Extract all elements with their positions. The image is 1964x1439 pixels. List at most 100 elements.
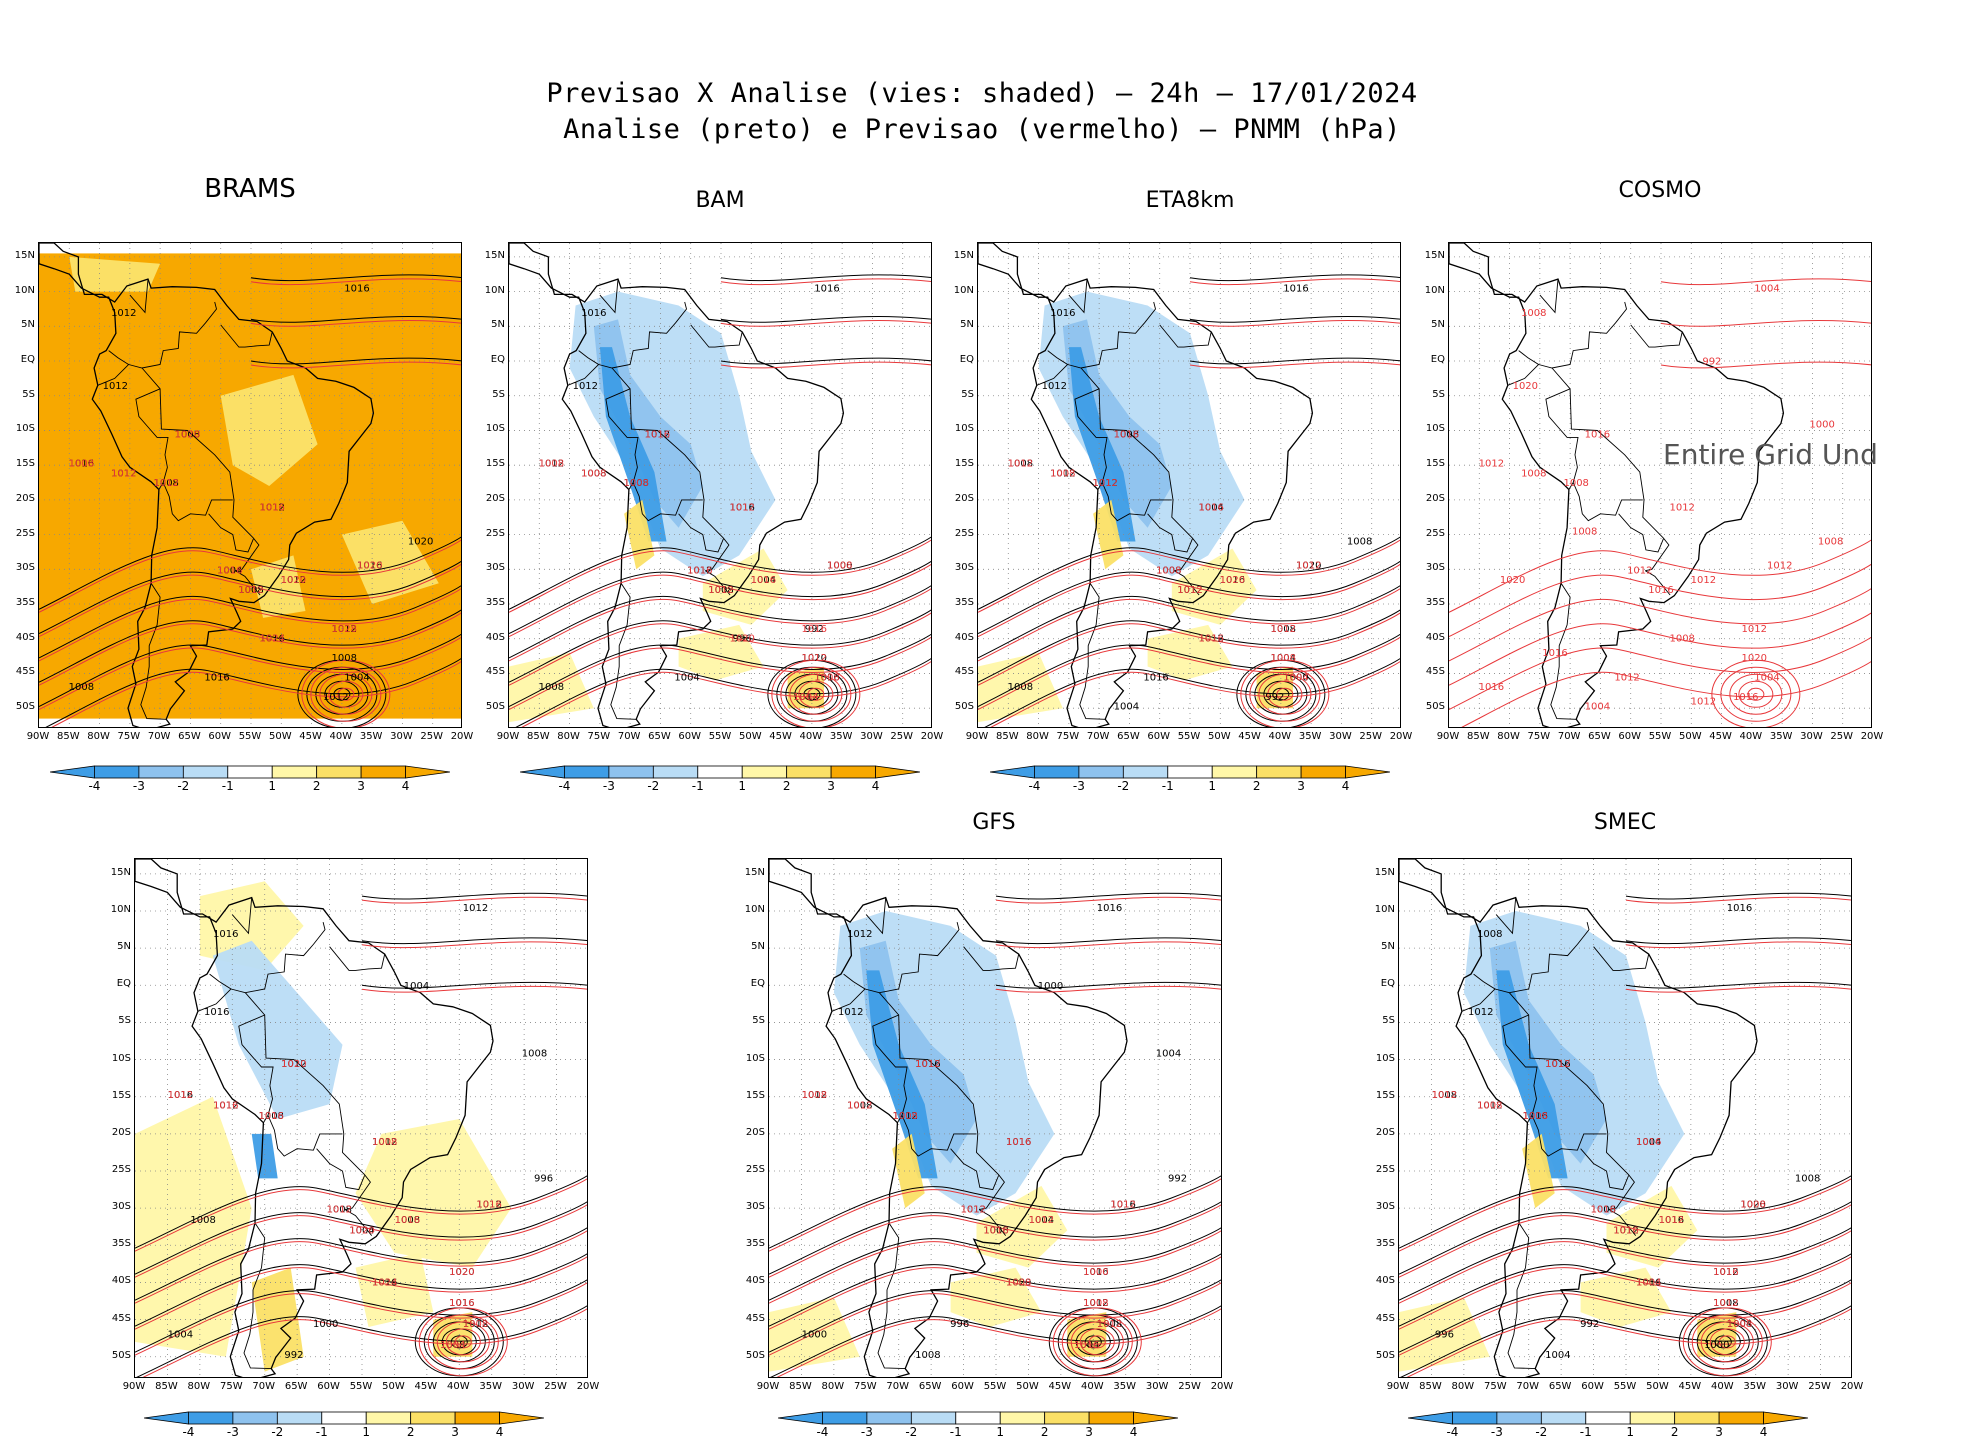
map-frame: 1016 1016 1012 1012 1008 1008 1012 1016 1012 1008… [508, 242, 932, 728]
black-isobar [978, 560, 1400, 635]
country-border [220, 324, 273, 348]
isobar-label: 1016 [1083, 1267, 1108, 1278]
red-isobar [978, 539, 1400, 613]
country-border [878, 992, 1005, 1211]
isobar-label: 1012 [332, 624, 357, 635]
colorbar-arrow-left [989, 765, 1035, 779]
isobar-label: 1008 [1740, 1199, 1765, 1210]
colorbar-segment [232, 1411, 278, 1425]
isobar-label: 1012 [1008, 459, 1033, 470]
colorbar-tick-label: 2 [1670, 1425, 1679, 1439]
red-isobar [1660, 278, 1871, 286]
isobar-label: 1004 [1114, 702, 1139, 713]
isobar-label: 1016 [1006, 1137, 1031, 1148]
lat-tick-label: 5S [492, 388, 505, 400]
black-isobar [135, 1227, 587, 1301]
black-isobar-low [803, 687, 821, 701]
red-isobar [250, 278, 461, 286]
lat-tick-label: 35S [1375, 1238, 1395, 1250]
colorbar-tick-label: -3 [602, 779, 615, 793]
bias-blob [1062, 319, 1172, 528]
isobar-label: 1000 [1083, 1267, 1108, 1278]
lon-tick-label: 75W [587, 731, 611, 742]
lat-tick-label: 25S [15, 527, 35, 539]
lon-tick-label: 30W [1775, 1381, 1799, 1392]
lon-tick-label: 20W [920, 731, 944, 742]
isobar-label: 1012 [259, 502, 284, 513]
isobar-label: 1016 [1648, 585, 1673, 596]
red-isobar [1660, 319, 1871, 327]
lat-tick-label: 5N [960, 319, 974, 331]
colorbar-tick-label: -1 [949, 1425, 962, 1439]
lat-tick-label: 45S [485, 666, 505, 678]
red-isobar [51, 661, 461, 727]
colorbar-svg [519, 765, 921, 779]
colorbar-tick-label: 1 [1626, 1425, 1635, 1439]
continent-outline [769, 859, 1128, 1377]
black-isobar [720, 357, 931, 365]
lon-tick-label: 50W [1678, 731, 1702, 742]
isobar-label: 1012 [687, 565, 712, 576]
lat-tick-label: 15S [745, 1089, 765, 1101]
lon-tick-label: 25W [1178, 1381, 1201, 1392]
isobar-label: 1008 [1008, 459, 1033, 470]
red-isobar [39, 563, 461, 638]
lat-tick-label: 45S [111, 1312, 131, 1324]
red-isobar-low [1738, 680, 1774, 708]
isobar-label: 1016 [1198, 634, 1223, 645]
isobar-label: 1012 [838, 1007, 863, 1018]
lat-tick-label: 10S [15, 423, 35, 435]
black-isobar [1625, 981, 1851, 989]
colorbar-segment [360, 765, 406, 779]
isobar-label: 1004 [168, 1329, 193, 1340]
lon-tick-label: 75W [219, 1381, 243, 1392]
colorbar-tick-label: 4 [1129, 1425, 1138, 1439]
isobar-label: 1016 [915, 1059, 940, 1070]
isobar-label: 1004 [349, 1225, 374, 1236]
isobar-label: 1016 [729, 502, 754, 513]
country-border [329, 946, 386, 971]
colorbar-tick-label: -3 [132, 779, 145, 793]
lon-tick-label: 70W [1516, 1381, 1540, 1392]
red-isobar [990, 661, 1400, 727]
isobar-label: 1016 [1283, 284, 1308, 295]
red-isobar [509, 563, 931, 638]
red-isobar [1449, 563, 1871, 638]
colorbar-arrow-left [1407, 1411, 1453, 1425]
isobar-label: 1008 [1271, 624, 1296, 635]
colorbar [143, 1410, 545, 1429]
lat-tick-label: 45S [1375, 1312, 1395, 1324]
lat-tick-label: 25S [1375, 1164, 1395, 1175]
bias-blob [593, 319, 703, 528]
isobar-label: 1012 [1092, 478, 1117, 489]
isobar-label: 1008 [1713, 1298, 1738, 1309]
lat-tick-label: 5N [491, 319, 505, 331]
lat-tick-label: 40S [485, 631, 505, 643]
map-canvas: 1016101210121008100810121016101210041008… [39, 243, 461, 727]
isobar-label: 1012 [1545, 1059, 1570, 1070]
black-isobar [135, 1279, 587, 1353]
lat-tick-label: 5N [21, 319, 35, 331]
continent-outline [978, 243, 1314, 727]
colorbar-tick-label: -4 [1028, 779, 1041, 793]
isobar-label: 1012 [213, 1101, 238, 1112]
country-border [1508, 992, 1635, 1211]
lon-tick-label: 60W [951, 1381, 974, 1392]
lon-tick-label: 60W [1618, 731, 1642, 742]
isobar-label: 992 [805, 624, 824, 635]
isobar-label: 1020 [802, 653, 827, 664]
colorbar-tick-label: -2 [1117, 779, 1130, 793]
red-isobar [1399, 1256, 1851, 1330]
isobar-label: 1016 [372, 1277, 397, 1288]
red-isobar [995, 896, 1221, 904]
red-isobar [521, 661, 931, 727]
isobar-label: 1008 [814, 672, 839, 683]
isobar-label: 1012 [1050, 468, 1075, 479]
lon-tick-label: 75W [1527, 731, 1551, 742]
isobar-label: 1012 [103, 381, 128, 392]
isobar-label: 1012 [1029, 1215, 1054, 1226]
lat-tick-label: 15N [110, 866, 131, 878]
isobar-label: 1016 [814, 672, 839, 683]
isobar-label: 1016 [983, 1225, 1008, 1236]
red-isobar-low [319, 673, 373, 715]
